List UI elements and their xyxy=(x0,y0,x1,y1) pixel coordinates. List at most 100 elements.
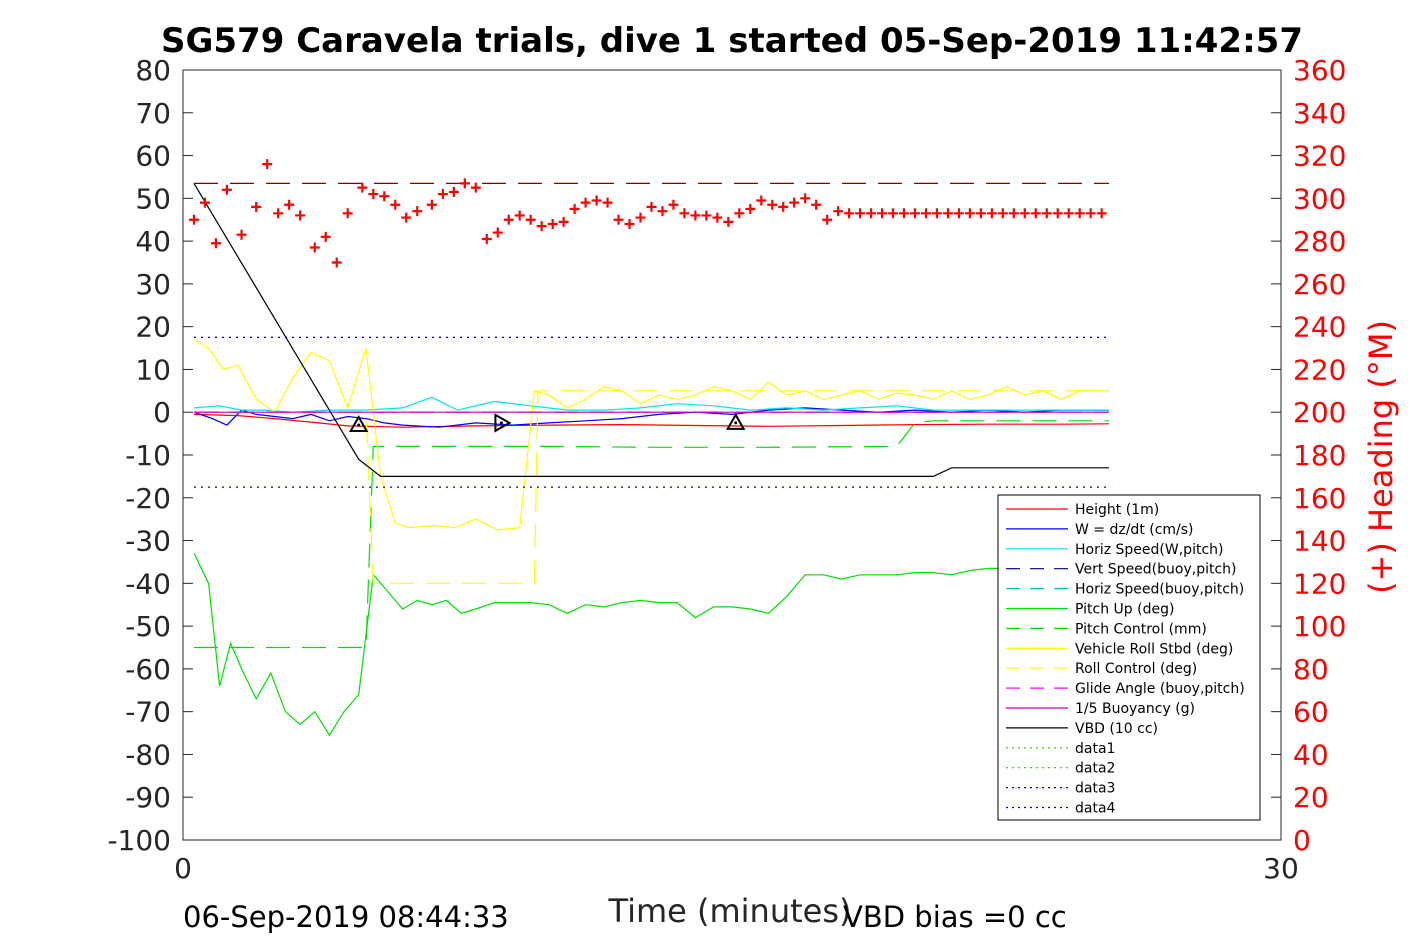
right-tick-label: 100 xyxy=(1293,610,1346,643)
heading-point xyxy=(221,184,232,195)
heading-point xyxy=(342,208,353,219)
right-y-axis: 3603403203002802602402202001801601401201… xyxy=(1293,54,1346,857)
x-axis: 0 30 xyxy=(174,830,1299,885)
right-tick-label: 20 xyxy=(1293,781,1329,814)
heading-point xyxy=(426,199,437,210)
heading-point xyxy=(942,208,953,219)
heading-point xyxy=(503,214,514,225)
right-tick-label: 220 xyxy=(1293,353,1346,386)
heading-point xyxy=(613,214,624,225)
left-tick-label: -100 xyxy=(107,824,171,857)
event-marker-dot xyxy=(499,421,503,425)
x-axis-label: Time (minutes) xyxy=(608,892,852,930)
right-tick-label: 320 xyxy=(1293,140,1346,173)
heading-point xyxy=(284,199,295,210)
heading-point xyxy=(635,212,646,223)
right-tick-label: 0 xyxy=(1293,824,1311,857)
right-tick-label: 280 xyxy=(1293,225,1346,258)
heading-point xyxy=(558,216,569,227)
heading-point xyxy=(591,195,602,206)
heading-point xyxy=(437,189,448,200)
left-tick-label: -40 xyxy=(125,567,171,600)
heading-point xyxy=(536,221,547,232)
vbd-bias-label: VBD bias =0 cc xyxy=(843,900,1067,934)
heading-point xyxy=(1063,208,1074,219)
legend-label: Height (1m) xyxy=(1075,502,1159,518)
heading-point xyxy=(975,208,986,219)
heading-point xyxy=(251,201,262,212)
heading-point xyxy=(470,182,481,193)
event-marker xyxy=(494,413,512,433)
right-tick-label: 360 xyxy=(1293,54,1346,87)
heading-point xyxy=(188,214,199,225)
left-tick-label: -90 xyxy=(125,781,171,814)
left-tick-label: 0 xyxy=(153,396,171,429)
heading-point xyxy=(679,208,690,219)
event-marker-dot xyxy=(357,423,361,427)
heading-points xyxy=(188,159,1107,268)
left-tick-label: -50 xyxy=(125,610,171,643)
heading-point xyxy=(514,210,525,221)
heading-point xyxy=(210,238,221,249)
heading-point xyxy=(690,210,701,221)
left-tick-label: -60 xyxy=(125,653,171,686)
series-line-pitch-control-mm xyxy=(194,420,1109,649)
heading-point xyxy=(390,199,401,210)
legend-label: VBD (10 cc) xyxy=(1075,721,1158,737)
heading-point xyxy=(855,208,866,219)
heading-point xyxy=(547,219,558,229)
heading-point xyxy=(295,210,306,221)
heading-point xyxy=(481,233,492,244)
heading-point xyxy=(833,206,844,217)
series-line-roll-control-deg xyxy=(194,390,1109,584)
event-marker xyxy=(725,412,746,430)
heading-point xyxy=(646,201,657,212)
right-tick-label: 200 xyxy=(1293,396,1346,429)
heading-point xyxy=(899,208,910,219)
heading-point xyxy=(701,210,712,221)
heading-point xyxy=(888,208,899,219)
heading-point xyxy=(412,206,423,217)
heading-point xyxy=(920,208,931,219)
heading-point xyxy=(756,195,767,206)
left-tick-label: 20 xyxy=(135,311,171,344)
heading-point xyxy=(459,178,470,189)
heading-point xyxy=(986,208,997,219)
heading-point xyxy=(712,212,723,223)
event-marker xyxy=(348,415,369,433)
heading-point xyxy=(368,189,379,200)
legend-label: Pitch Up (deg) xyxy=(1075,602,1174,618)
heading-point xyxy=(309,242,320,253)
left-tick-label: 50 xyxy=(135,182,171,215)
heading-point xyxy=(580,197,591,208)
legend-label: Roll Control (deg) xyxy=(1075,661,1197,677)
left-tick-label: 80 xyxy=(135,54,171,87)
left-tick-label: -70 xyxy=(125,696,171,729)
heading-point xyxy=(1008,208,1019,219)
heading-point xyxy=(262,159,273,170)
legend-label: data3 xyxy=(1075,781,1115,797)
heading-point xyxy=(1096,208,1107,219)
series-line-horiz-speed-w-pitch xyxy=(193,396,1109,413)
heading-point xyxy=(811,199,822,210)
heading-point xyxy=(866,208,877,219)
legend-label: Vehicle Roll Stbd (deg) xyxy=(1075,641,1233,657)
left-y-axis: 80 70 60 50 40 30 20 10 0 -10 -20 -30 -40 -50 -60 -70 -8… xyxy=(107,54,1281,857)
legend: Height (1m) W = dz/dt (cm/s) Horiz Speed(W… xyxy=(997,494,1261,821)
start-time-label: 06-Sep-2019 08:44:33 xyxy=(183,900,509,934)
heading-point xyxy=(569,204,580,215)
series-layer xyxy=(193,182,1110,737)
heading-point xyxy=(668,199,679,210)
heading-point xyxy=(624,219,635,229)
legend-label: Glide Angle (buoy,pitch) xyxy=(1075,681,1245,697)
left-tick-label: 10 xyxy=(135,353,171,386)
series-line-height-1m xyxy=(193,413,1110,428)
heading-point xyxy=(331,257,342,268)
heading-point xyxy=(1041,208,1052,219)
legend-label: data2 xyxy=(1075,761,1115,777)
event-marker-dot xyxy=(734,421,738,425)
heading-point xyxy=(320,231,331,242)
right-tick-label: 40 xyxy=(1293,738,1329,771)
heading-point xyxy=(273,208,284,219)
heading-point xyxy=(931,208,942,219)
